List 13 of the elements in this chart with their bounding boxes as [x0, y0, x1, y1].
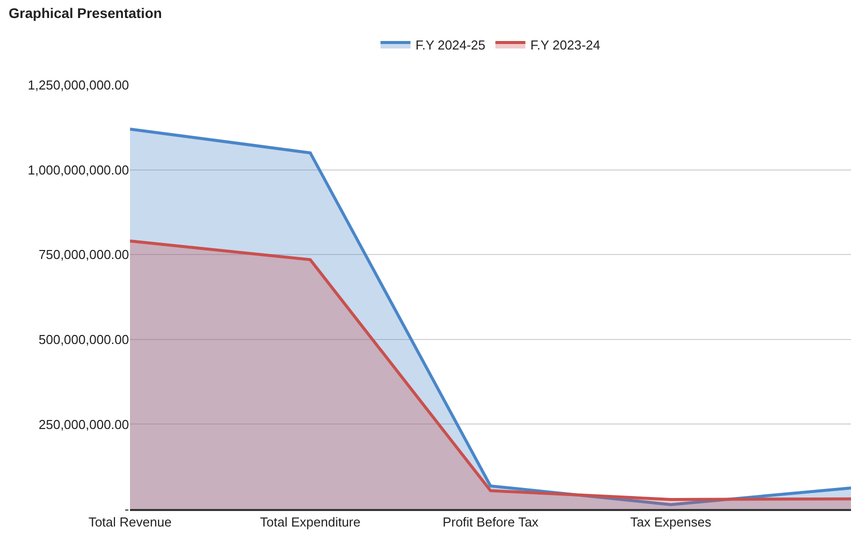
x-tick-label: Tax Expenses	[630, 514, 712, 530]
chart-title: Graphical Presentation	[8, 5, 162, 22]
legend-label: F.Y 2024-25	[416, 38, 486, 53]
y-tick-label: 1,250,000,000.00	[28, 78, 129, 93]
x-tick-label: Total Revenue	[88, 514, 172, 530]
y-tick-label: 500,000,000.00	[38, 332, 129, 347]
y-tick-label: 750,000,000.00	[38, 247, 129, 262]
x-tick-label: Total Expenditure	[260, 514, 360, 530]
x-tick-label: Profit Before Tax	[442, 514, 539, 530]
y-tick-label: -	[124, 502, 129, 517]
y-tick-label: 1,000,000,000.00	[28, 162, 129, 178]
legend-label: F.Y 2023-24	[530, 38, 600, 53]
y-tick-label: 250,000,000.00	[38, 416, 129, 432]
